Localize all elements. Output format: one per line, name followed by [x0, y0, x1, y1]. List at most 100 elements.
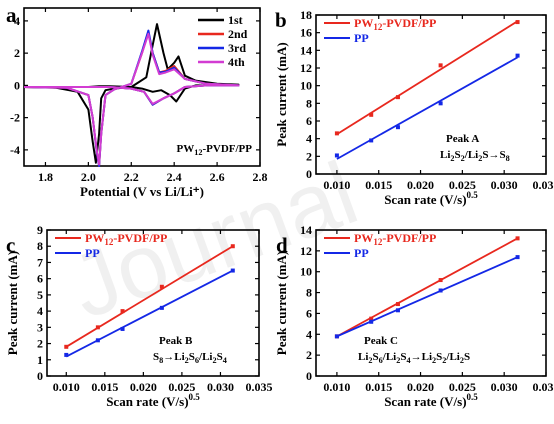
- data-point-pp: [515, 255, 520, 260]
- data-point-pp: [334, 153, 339, 158]
- x-tick-label: 0.035: [246, 380, 273, 394]
- x-tick-label: 0.020: [130, 380, 157, 394]
- y-tick-label: 16: [300, 26, 312, 40]
- annotation-peak-name: Peak A: [446, 133, 479, 145]
- data-point-pw: [230, 244, 235, 249]
- x-tick-label: 0.015: [365, 380, 392, 394]
- data-point-pp: [438, 101, 443, 106]
- y-tick-label: 2: [306, 348, 312, 362]
- x-tick-label: 0.030: [491, 178, 518, 192]
- y-tick-label: 14: [300, 43, 312, 57]
- legend-label-2nd: 2nd: [228, 27, 248, 41]
- panel-letter-a: a: [6, 3, 17, 27]
- y-tick-label: 6: [37, 272, 43, 286]
- data-point-pw: [438, 278, 443, 283]
- fit-line-pw: [336, 20, 519, 136]
- data-point-pp: [159, 305, 164, 310]
- legend-label-1st: 1st: [228, 13, 243, 27]
- chart-panel-d: d 0.010 0.015 0.020 0.025 0.030 0.035 0 2 4 6 8 10 12…: [274, 223, 554, 409]
- y-tick-label: 0: [306, 369, 312, 383]
- x-tick-label: 0.020: [407, 178, 434, 192]
- x-tick-label: 2.6: [210, 170, 225, 184]
- data-point-pp: [438, 288, 443, 293]
- data-point-pw: [369, 316, 374, 321]
- panel-letter-b: b: [275, 8, 287, 32]
- fit-line-pw: [336, 237, 518, 338]
- data-point-pp: [369, 138, 374, 143]
- y-tick-label: 12: [300, 244, 312, 258]
- y-tick-label: 5: [37, 288, 43, 302]
- data-point-pw: [64, 344, 69, 349]
- x-axis-title: Scan rate (V/s)0.5: [384, 190, 478, 207]
- legend-label-3rd: 3rd: [228, 41, 246, 55]
- data-point-pp: [515, 53, 520, 58]
- y-tick-label: 10: [300, 79, 312, 93]
- x-tick-label: 2.0: [81, 170, 96, 184]
- fit-line-pp: [336, 56, 519, 160]
- legend-label-4th: 4th: [228, 55, 245, 69]
- data-point-pw: [438, 63, 443, 68]
- y-tick-label: -4: [10, 143, 20, 157]
- y-tick-label: 12: [300, 61, 312, 75]
- data-point-pw: [120, 309, 125, 314]
- y-tick-label: 9: [37, 223, 43, 237]
- y-axis-title: Peak current (mA): [274, 42, 289, 146]
- data-point-pw: [395, 95, 400, 100]
- y-tick-label: 0: [37, 369, 43, 383]
- x-axis-title: Potential (V vs Li/Li⁺): [80, 184, 204, 199]
- x-tick-label: 0.010: [53, 380, 80, 394]
- x-tick-label: 2.8: [253, 170, 268, 184]
- x-tick-label: 2.4: [167, 170, 182, 184]
- y-tick-label: 4: [37, 304, 43, 318]
- data-point-pp: [120, 326, 125, 331]
- x-tick-label: 0.010: [323, 178, 350, 192]
- data-point-pp: [395, 308, 400, 313]
- y-tick-label: 18: [300, 8, 312, 22]
- x-tick-label: 0.030: [207, 380, 234, 394]
- y-tick-label: -2: [10, 111, 20, 125]
- annotation-reaction: Li2S2/Li2S→S8: [440, 149, 510, 163]
- x-tick-label: 0.010: [323, 380, 350, 394]
- y-tick-label: 7: [37, 255, 43, 269]
- fit-line-pp: [65, 269, 234, 358]
- data-point-pw: [159, 284, 164, 289]
- x-tick-label: 0.035: [533, 178, 554, 192]
- y-tick-label: 0: [306, 167, 312, 181]
- data-point-pw: [515, 236, 520, 241]
- y-tick-label: 2: [37, 337, 43, 351]
- data-point-pw: [334, 131, 339, 136]
- y-tick-label: 4: [306, 132, 312, 146]
- plot-frame: [46, 229, 260, 377]
- x-tick-label: 0.025: [168, 380, 195, 394]
- y-tick-label: 6: [306, 306, 312, 320]
- annotation-reaction: S8→Li2S6/Li2S4: [153, 351, 227, 365]
- data-point-pp: [369, 319, 374, 324]
- data-point-pw: [395, 302, 400, 307]
- y-tick-label: 8: [37, 239, 43, 253]
- x-tick-label: 1.8: [38, 170, 53, 184]
- x-tick-label: 0.025: [449, 178, 476, 192]
- x-tick-label: 0.035: [533, 380, 554, 394]
- x-tick-label: 0.025: [449, 380, 476, 394]
- legend-label-pp: PP: [354, 246, 369, 260]
- x-tick-label: 2.2: [124, 170, 139, 184]
- legend-label-pw: PW12-PVDF/PP: [85, 231, 167, 247]
- panel-letter-c: c: [6, 233, 15, 257]
- annotation-peak-name: Peak C: [364, 335, 398, 347]
- y-tick-label: 6: [306, 114, 312, 128]
- plot-frame: [315, 229, 547, 377]
- chart-panel-c: c 0.010 0.015 0.020 0.025 0.030 0.035 0 1 2 3 4 5 6 7 8…: [5, 223, 273, 409]
- cv-curve-1st: [23, 23, 240, 164]
- y-tick-label: 8: [306, 286, 312, 300]
- y-tick-label: 4: [14, 14, 20, 28]
- y-tick-label: 2: [14, 46, 20, 60]
- data-point-pw: [95, 325, 100, 330]
- cv-curve-4th: [23, 32, 240, 166]
- y-axis-title: Peak current (mA): [274, 251, 289, 355]
- x-tick-label: 0.020: [407, 380, 434, 394]
- fit-line-pw: [65, 245, 234, 348]
- legend-label-pp: PP: [354, 31, 369, 45]
- panel-letter-d: d: [276, 233, 288, 257]
- y-tick-label: 4: [306, 327, 312, 341]
